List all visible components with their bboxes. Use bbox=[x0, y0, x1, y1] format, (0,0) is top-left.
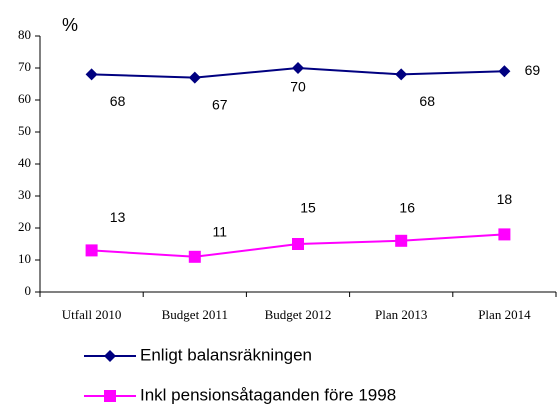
x-tick-label: Budget 2012 bbox=[265, 307, 332, 322]
marker bbox=[395, 68, 408, 81]
data-label: 68 bbox=[110, 93, 126, 109]
data-label: 15 bbox=[300, 200, 316, 216]
legend-label: Inkl pensionsåtaganden före 1998 bbox=[140, 385, 396, 404]
marker bbox=[104, 390, 116, 402]
x-tick-label: Plan 2013 bbox=[375, 307, 427, 322]
data-label: 11 bbox=[213, 224, 228, 240]
marker bbox=[104, 350, 116, 362]
x-tick-label: Utfall 2010 bbox=[62, 307, 122, 322]
marker bbox=[292, 238, 304, 250]
x-tick-label: Plan 2014 bbox=[478, 307, 531, 322]
marker bbox=[498, 65, 511, 78]
marker bbox=[85, 244, 98, 257]
data-label: 68 bbox=[419, 93, 435, 109]
data-label: 67 bbox=[212, 96, 228, 112]
legend-label: Enligt balansräkningen bbox=[140, 345, 312, 364]
y-tick-label: 80 bbox=[18, 27, 31, 42]
marker bbox=[188, 250, 201, 263]
y-axis-label: % bbox=[62, 15, 78, 35]
y-tick-label: 50 bbox=[18, 123, 31, 138]
data-label: 18 bbox=[497, 191, 513, 207]
y-tick-label: 70 bbox=[18, 59, 31, 74]
y-tick-label: 20 bbox=[18, 219, 31, 234]
data-label: 13 bbox=[110, 209, 126, 225]
marker bbox=[292, 62, 304, 74]
data-label: 70 bbox=[290, 79, 306, 95]
marker bbox=[85, 68, 98, 81]
marker bbox=[498, 228, 511, 241]
data-label: 69 bbox=[525, 62, 541, 78]
y-tick-label: 60 bbox=[18, 91, 31, 106]
y-tick-label: 30 bbox=[18, 187, 31, 202]
y-tick-label: 10 bbox=[18, 251, 31, 266]
y-tick-label: 0 bbox=[25, 283, 32, 298]
marker bbox=[395, 234, 408, 247]
y-tick-label: 40 bbox=[18, 155, 31, 170]
data-label: 16 bbox=[399, 200, 415, 216]
x-tick-label: Budget 2011 bbox=[162, 307, 228, 322]
marker bbox=[188, 71, 201, 84]
